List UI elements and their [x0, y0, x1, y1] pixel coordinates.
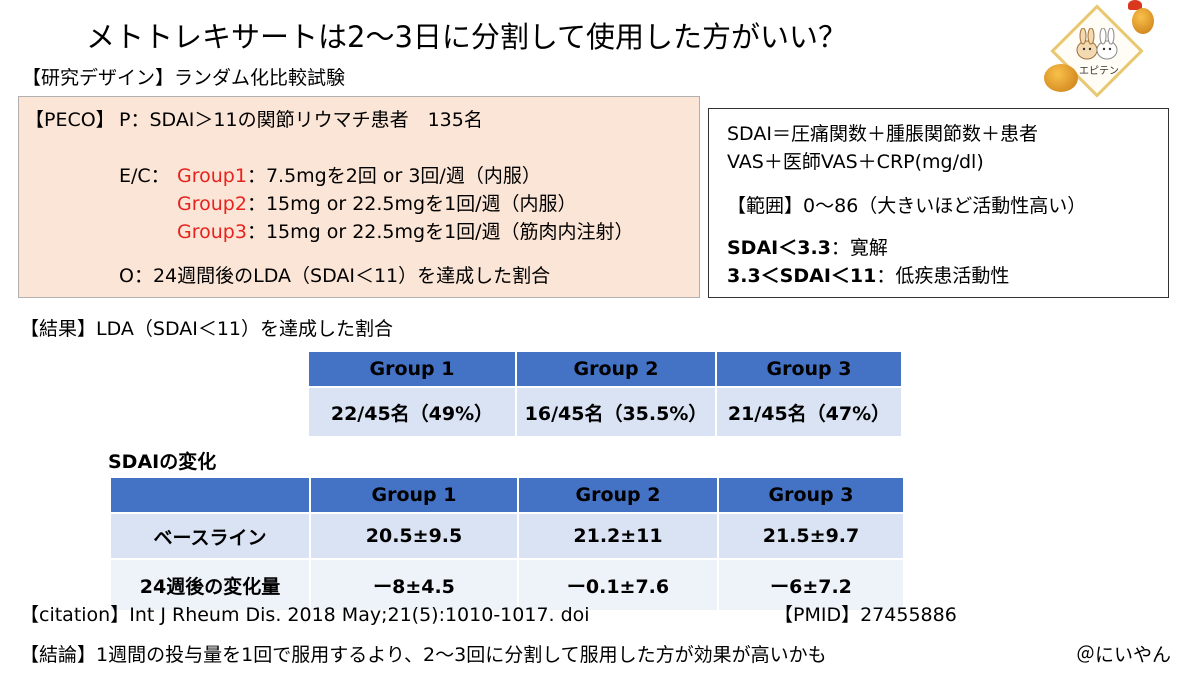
sdai-remission-value: ：寛解 [830, 237, 888, 259]
sdai-remission-label: SDAI＜3.3 [727, 237, 831, 259]
results-cell-group-2: 16/45名（35.5%） [515, 386, 717, 438]
peco-population: P：SDAI＞11の関節リウマチ患者 135名 [119, 109, 483, 131]
sdai-change-col-group-2: Group 2 [517, 476, 719, 514]
study-design: 【研究デザイン】ランダム化比較試験 [22, 63, 345, 90]
sdai-change-col-group-3: Group 3 [717, 476, 905, 514]
sdai-low-label: 3.3＜SDAI＜11 [727, 265, 877, 287]
conclusion: 【結論】1週間の投与量を1回で服用するより、2～3回に分割して服用した方が効果が… [20, 640, 827, 667]
results-cell-group-1: 22/45名（49%） [307, 386, 517, 438]
peco-label: 【PECO】 [25, 109, 115, 131]
table-cell: ー0.1±7.6 [517, 558, 719, 612]
row-label: ベースライン [109, 512, 311, 560]
table-cell: 21.5±9.7 [717, 512, 905, 560]
pmid-value: 27455886 [860, 604, 957, 626]
sdai-change-table-header: Group 1 Group 2 Group 3 [109, 476, 905, 514]
citation-label: 【citation】 [20, 604, 130, 626]
logo: エピテン [1040, 0, 1158, 112]
results-col-group-2: Group 2 [515, 350, 717, 388]
shrimp-tail-icon [1128, 0, 1142, 10]
sdai-range-value: 0～86（大きいほど活動性高い） [803, 195, 1087, 217]
table-cell: 20.5±9.5 [309, 512, 519, 560]
author-handle: ＠にいやん [1076, 644, 1172, 666]
pmid-label: 【PMID】 [774, 604, 861, 626]
sdai-range: 【範囲】0～86（大きいほど活動性高い） [727, 191, 1086, 218]
study-design-value: ランダム化比較試験 [174, 67, 346, 89]
group-2-name: Group2 [177, 193, 247, 215]
group-2-desc: ：15mg or 22.5mgを1回/週（内服） [246, 193, 577, 215]
results-table: Group 1 Group 2 Group 3 22/45名（49%） 16/4… [307, 350, 903, 438]
sdai-change-heading: SDAIの変化 [108, 451, 217, 473]
row-label: 24週後の変化量 [109, 558, 311, 612]
sdai-definition-box: SDAI＝圧痛関数＋腫脹関節数＋患者 VAS＋医師VAS＋CRP(mg/dl) … [708, 108, 1169, 298]
peco-group-2: Group2：15mg or 22.5mgを1回/週（内服） [177, 189, 577, 216]
sdai-formula-line-2: VAS＋医師VAS＋CRP(mg/dl) [727, 151, 984, 173]
sdai-low-value: ：低疾患活動性 [876, 265, 1010, 287]
conclusion-label: 【結論】 [20, 644, 97, 666]
page-title: メトトレキサートは2～3日に分割して使用した方がいい？ [86, 20, 848, 54]
sdai-change-corner-cell [109, 476, 311, 514]
sdai-range-label: 【範囲】 [727, 195, 804, 217]
table-row: 22/45名（49%） 16/45名（35.5%） 21/45名（47%） [307, 386, 903, 438]
sdai-change-table: Group 1 Group 2 Group 3 ベースライン 20.5±9.5 … [109, 476, 905, 612]
table-cell: 21.2±11 [517, 512, 719, 560]
sdai-change-col-group-1: Group 1 [309, 476, 519, 514]
fried-food-icon [1044, 64, 1078, 92]
results-table-header: Group 1 Group 2 Group 3 [307, 350, 903, 388]
table-cell: ー8±4.5 [309, 558, 519, 612]
sdai-remission: SDAI＜3.3：寛解 [727, 233, 888, 260]
group-1-desc: ：7.5mgを2回 or 3回/週（内服） [246, 165, 541, 187]
results-heading: 【結果】LDA（SDAI＜11）を達成した割合 [20, 318, 394, 340]
results-cell-group-3: 21/45名（47%） [715, 386, 903, 438]
pmid: 【PMID】27455886 [774, 600, 957, 627]
conclusion-value: 1週間の投与量を1回で服用するより、2～3回に分割して服用した方が効果が高いかも [96, 644, 827, 666]
table-row: 24週後の変化量 ー8±4.5 ー0.1±7.6 ー6±7.2 [109, 558, 905, 612]
results-col-group-3: Group 3 [715, 350, 903, 388]
citation-value: Int J Rheum Dis. 2018 May;21(5):1010-101… [129, 604, 590, 626]
peco-ec-prefix: E/C： [119, 165, 170, 187]
group-1-name: Group1 [177, 165, 247, 187]
peco-box: 【PECO】 P：SDAI＞11の関節リウマチ患者 135名 E/C： Grou… [18, 96, 700, 298]
peco-group-3: Group3：15mg or 22.5mgを1回/週（筋肉内注射） [177, 217, 634, 244]
peco-outcome: O：24週間後のLDA（SDAI＜11）を達成した割合 [119, 265, 551, 287]
group-3-desc: ：15mg or 22.5mgを1回/週（筋肉内注射） [246, 221, 634, 243]
sdai-formula-line-1: SDAI＝圧痛関数＋腫脹関節数＋患者 [727, 123, 1038, 145]
logo-text: エピテン [1079, 66, 1119, 77]
sdai-low-activity: 3.3＜SDAI＜11：低疾患活動性 [727, 261, 1009, 288]
fried-food-icon [1132, 8, 1154, 34]
study-design-label: 【研究デザイン】 [22, 67, 175, 89]
citation: 【citation】Int J Rheum Dis. 2018 May;21(5… [20, 600, 590, 627]
table-cell: ー6±7.2 [717, 558, 905, 612]
peco-group-1: Group1：7.5mgを2回 or 3回/週（内服） [177, 161, 541, 188]
results-col-group-1: Group 1 [307, 350, 517, 388]
rabbit-mascot-icon [1076, 28, 1118, 60]
group-3-name: Group3 [177, 221, 247, 243]
table-row: ベースライン 20.5±9.5 21.2±11 21.5±9.7 [109, 512, 905, 560]
